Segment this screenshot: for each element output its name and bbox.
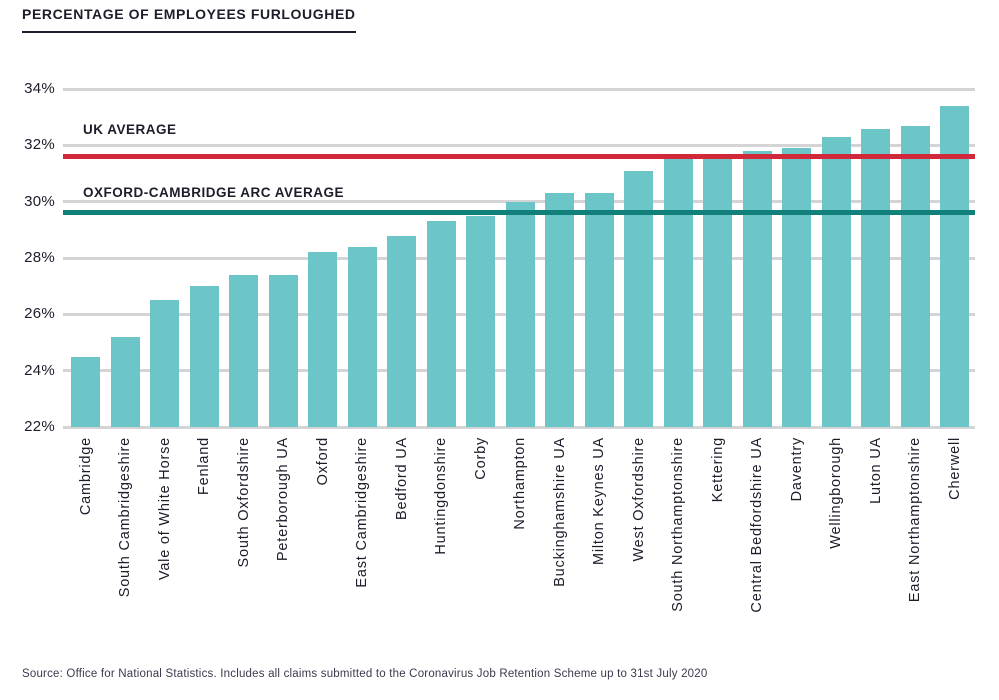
source-note: Source: Office for National Statistics. … — [22, 668, 708, 680]
bar — [940, 105, 969, 427]
x-axis-category-label: Huntingdonshire — [433, 437, 449, 555]
bar — [663, 159, 693, 427]
bar — [110, 336, 140, 427]
x-axis-category-label: South Oxfordshire — [235, 437, 252, 568]
bar — [308, 252, 337, 427]
gridline — [63, 200, 975, 204]
x-axis-category-label: Kettering — [709, 437, 726, 503]
x-axis-category-label: Peterborough UA — [275, 437, 291, 562]
bar — [189, 286, 219, 427]
bar — [703, 159, 732, 427]
plot-area — [63, 75, 975, 429]
bar — [426, 221, 456, 427]
x-axis-category-label: Cherwell — [946, 437, 963, 500]
x-axis-category-label: South Cambridgeshire — [117, 437, 133, 598]
chart-title: PERCENTAGE OF EMPLOYEES FURLOUGHED — [22, 6, 356, 33]
x-axis-category-label: Bedford UA — [393, 437, 410, 520]
y-axis-tick-label: 32% — [24, 136, 55, 154]
x-axis-category-label: Corby — [472, 437, 489, 480]
arc-average-label: OXFORD-CAMBRIDGE ARC AVERAGE — [83, 185, 345, 201]
uk-average-label: UK AVERAGE — [83, 122, 177, 138]
x-axis-category-label: East Cambridgeshire — [354, 437, 370, 588]
bar — [584, 193, 614, 427]
bar — [229, 274, 258, 427]
bar — [150, 300, 179, 427]
uk-average-line — [63, 154, 975, 160]
x-axis-category-label: Oxford — [314, 437, 331, 486]
x-axis-category-label: Daventry — [788, 437, 805, 502]
bar — [387, 235, 416, 427]
bar — [71, 356, 100, 427]
x-axis-category-label: South Northamptonshire — [670, 437, 686, 612]
x-axis-category-label: Northampton — [512, 437, 528, 530]
x-axis-category-label: Vale of White Horse — [156, 437, 173, 581]
bar — [624, 170, 653, 427]
y-axis-tick-label: 30% — [24, 192, 55, 210]
y-axis-tick-label: 26% — [24, 305, 55, 323]
bar — [545, 193, 574, 427]
arc-average-line — [63, 210, 975, 216]
bar — [347, 246, 377, 427]
gridline — [63, 425, 975, 429]
bar — [900, 125, 930, 427]
x-axis-category-label: Luton UA — [867, 437, 884, 504]
y-axis-tick-label: 22% — [24, 418, 55, 435]
x-axis-category-label: Cambridge — [77, 437, 94, 516]
bar — [466, 215, 495, 427]
bar — [861, 128, 890, 427]
x-axis-category-label: Buckinghamshire UA — [551, 437, 568, 587]
x-axis-category-label: Milton Keynes UA — [591, 437, 607, 566]
bar — [782, 148, 811, 427]
y-axis-tick-label: 34% — [24, 80, 55, 98]
x-axis-category-label: East Northamptonshire — [907, 437, 923, 603]
bar — [742, 151, 772, 427]
gridline — [63, 87, 975, 91]
gridline — [63, 143, 975, 147]
bar — [821, 136, 851, 427]
y-axis-tick-label: 28% — [24, 249, 55, 267]
chart-header: PERCENTAGE OF EMPLOYEES FURLOUGHED — [22, 6, 356, 33]
x-axis-category-label: Wellingborough — [828, 437, 844, 549]
bar — [505, 201, 535, 427]
x-axis-category-label: West Oxfordshire — [630, 437, 647, 562]
y-axis-tick-label: 24% — [24, 361, 55, 379]
x-axis-category-label: Fenland — [196, 437, 212, 495]
bar — [268, 274, 298, 427]
x-axis-category-label: Central Bedfordshire UA — [749, 437, 765, 613]
